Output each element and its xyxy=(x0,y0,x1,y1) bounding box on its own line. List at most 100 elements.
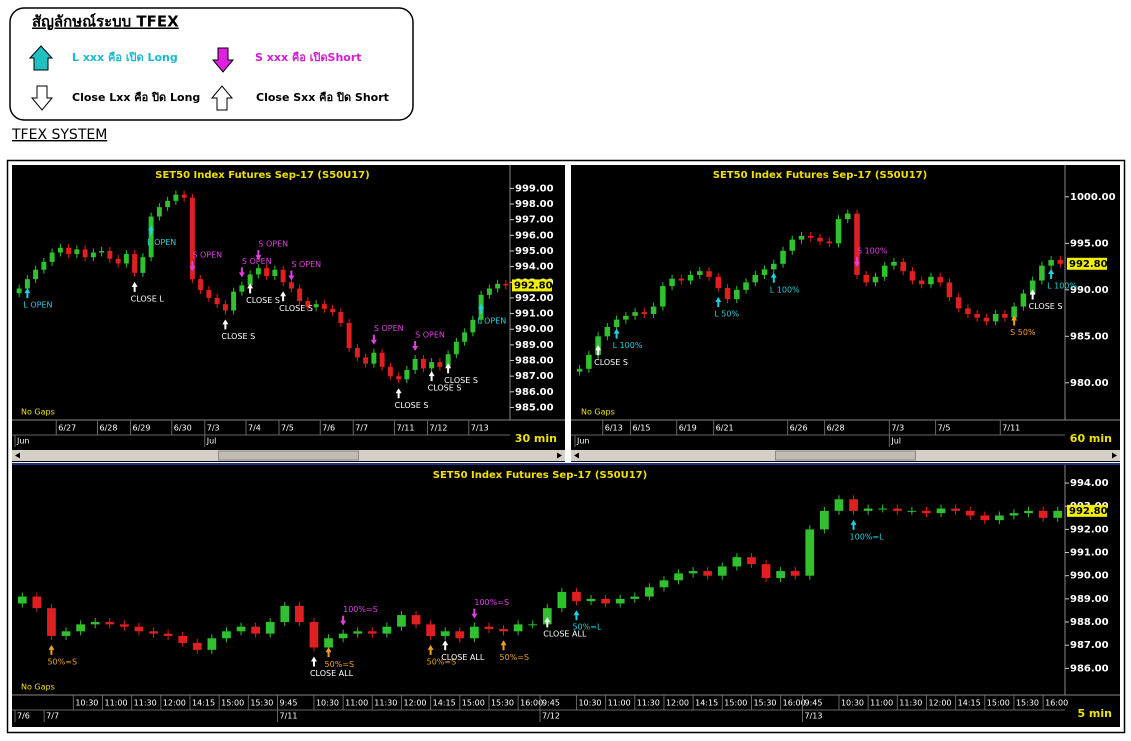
candle xyxy=(645,583,654,601)
candle-body xyxy=(49,252,55,262)
candle-body xyxy=(834,499,844,511)
timeframe: 30 min xyxy=(515,432,557,445)
candle xyxy=(295,601,304,627)
signal-label: S OPEN xyxy=(374,324,404,333)
signal-label: L 50% xyxy=(714,309,739,318)
signal-label: 50%=S xyxy=(427,657,457,666)
candle-body xyxy=(247,274,253,286)
legend-item: Close Sxx คือ ปิด Short xyxy=(256,91,389,104)
candle xyxy=(90,248,96,262)
candle-body xyxy=(165,200,171,208)
last-price-tag xyxy=(1067,257,1107,270)
candle-body xyxy=(687,274,694,281)
candle xyxy=(453,337,459,359)
candle xyxy=(313,300,319,312)
candle-body xyxy=(1009,513,1019,516)
signal-label: 50%=S xyxy=(47,657,77,666)
y-tick-label: 995.00 xyxy=(515,246,554,257)
candle xyxy=(918,276,925,289)
y-tick-label: 985.00 xyxy=(515,402,554,413)
candle-body xyxy=(272,269,278,276)
candle xyxy=(134,622,144,636)
candle xyxy=(974,309,980,322)
candle xyxy=(872,272,879,287)
signal-arrow xyxy=(148,225,155,236)
candle xyxy=(922,506,931,518)
candle-body xyxy=(295,605,304,623)
signal-arrow xyxy=(1029,289,1036,300)
candle-body xyxy=(659,580,669,588)
signal-label: L 100% xyxy=(770,285,800,294)
candle-body xyxy=(604,327,611,337)
timeframe: 60 min xyxy=(1070,432,1112,445)
x-tick-label: 12:00 xyxy=(928,699,951,708)
candle-body xyxy=(951,508,960,511)
signal-arrow xyxy=(280,291,287,302)
candle-body xyxy=(983,317,990,322)
candle xyxy=(1053,506,1063,522)
candle-body xyxy=(542,608,552,625)
x-tick-label: 11:00 xyxy=(870,699,893,708)
x-tick-label: 15:30 xyxy=(1016,699,1039,708)
candle-body xyxy=(928,276,934,285)
candle-body xyxy=(776,571,785,579)
x-tick-label: 15:00 xyxy=(724,699,747,708)
x-tick-label: 7/11 xyxy=(1002,424,1020,433)
y-tick-label: 1000.00 xyxy=(1070,192,1116,203)
signal-arrow xyxy=(428,371,435,382)
scroll-arrow xyxy=(557,452,562,459)
candle xyxy=(863,270,869,287)
candle-body xyxy=(849,499,858,511)
signal-arrow xyxy=(189,261,196,272)
candle-body xyxy=(412,358,418,370)
candle-body xyxy=(761,269,768,275)
candle-body xyxy=(264,268,270,276)
legend-item: S xxx คือ เปิดShort xyxy=(255,51,362,64)
candle-body xyxy=(297,288,303,302)
candle-body xyxy=(346,322,352,348)
x-tick-label: 11:00 xyxy=(608,699,631,708)
candle xyxy=(630,592,640,603)
candle-body xyxy=(807,235,814,238)
candle xyxy=(632,308,638,320)
candle xyxy=(659,576,669,592)
candle-body xyxy=(495,283,501,289)
x-tick-label: 12:00 xyxy=(163,699,186,708)
candle xyxy=(992,309,999,326)
candle xyxy=(936,504,946,518)
candle xyxy=(33,265,39,284)
legend-item: Close Lxx คือ ปิด Long xyxy=(72,91,200,104)
candle-body xyxy=(189,197,195,280)
candle-body xyxy=(387,366,393,377)
y-tick-label: 990.00 xyxy=(515,324,554,335)
signal-label: CLOSE S xyxy=(594,358,628,367)
candle xyxy=(353,627,363,638)
x-tick-label: 6/30 xyxy=(174,424,192,433)
panel xyxy=(12,165,565,462)
signal-arrow xyxy=(850,519,857,530)
candle xyxy=(790,567,800,580)
y-tick-label: 994.00 xyxy=(1070,478,1109,489)
candle-body xyxy=(734,289,740,300)
candle-body xyxy=(462,332,468,342)
candle xyxy=(780,246,786,268)
period-label: 7/6 xyxy=(17,712,30,721)
period-label: 7/7 xyxy=(46,712,59,721)
candle-body xyxy=(76,624,85,632)
x-tick-label: 7/13 xyxy=(471,424,489,433)
candle-body xyxy=(503,283,509,286)
candle xyxy=(909,267,916,285)
candle xyxy=(586,594,596,606)
x-tick-label: 6/29 xyxy=(133,424,151,433)
candle-body xyxy=(630,596,640,599)
signal-arrow xyxy=(24,288,31,299)
candle-body xyxy=(974,313,980,318)
legend-box xyxy=(9,7,414,121)
candle xyxy=(623,311,629,324)
candle-body xyxy=(107,250,113,259)
candle-body xyxy=(715,276,722,288)
signal-label: 50%=L xyxy=(572,623,601,632)
y-tick-label: 997.00 xyxy=(515,215,554,226)
candle xyxy=(995,511,1004,525)
